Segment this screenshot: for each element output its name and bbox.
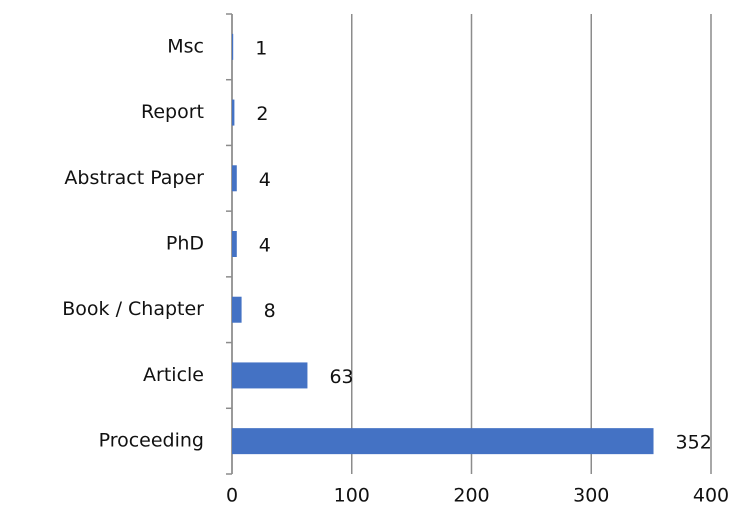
data-label: 1 bbox=[255, 37, 267, 59]
y-tick-label: Book / Chapter bbox=[62, 298, 204, 320]
y-tick-label: Abstract Paper bbox=[64, 167, 204, 189]
data-label: 8 bbox=[264, 300, 276, 322]
y-tick-label: Msc bbox=[167, 35, 204, 57]
bar bbox=[232, 296, 242, 323]
x-tick-label: 0 bbox=[226, 485, 238, 507]
data-label: 352 bbox=[676, 432, 712, 454]
x-tick-label: 200 bbox=[453, 485, 489, 507]
data-label: 4 bbox=[259, 235, 271, 257]
y-tick-label: PhD bbox=[166, 233, 204, 255]
y-tick-label: Proceeding bbox=[99, 430, 204, 452]
y-tick-label: Article bbox=[143, 364, 204, 386]
y-tick-label: Report bbox=[141, 101, 204, 123]
bar bbox=[232, 165, 237, 192]
bar bbox=[232, 362, 308, 389]
bar bbox=[232, 33, 234, 60]
x-tick-label: 100 bbox=[334, 485, 370, 507]
x-tick-label: 400 bbox=[693, 485, 729, 507]
x-tick-label: 300 bbox=[573, 485, 609, 507]
data-label: 2 bbox=[256, 103, 268, 125]
bar bbox=[232, 428, 654, 455]
data-label: 4 bbox=[259, 169, 271, 191]
data-label: 63 bbox=[329, 366, 353, 388]
bar bbox=[232, 99, 235, 126]
bar bbox=[232, 231, 237, 257]
